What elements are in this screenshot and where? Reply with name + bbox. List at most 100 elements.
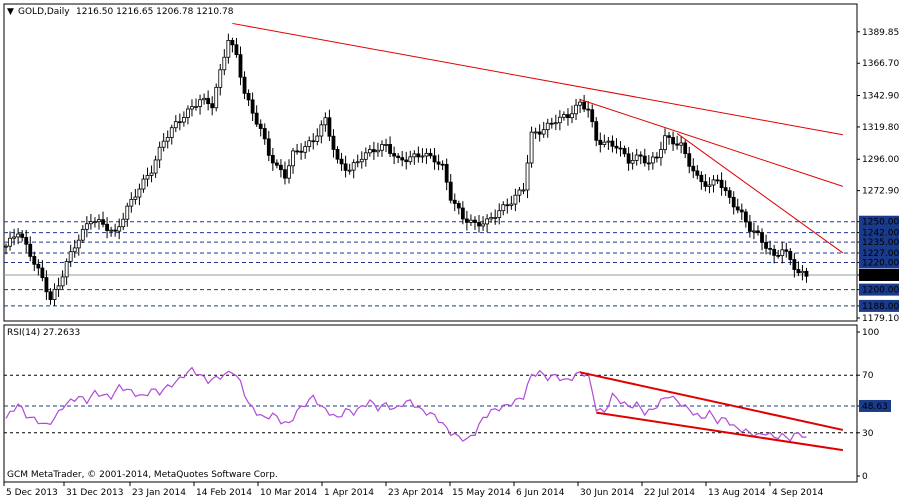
candle-body-bull: [408, 156, 413, 163]
candle-body-bear: [703, 181, 708, 187]
candle-body-bear: [473, 219, 477, 223]
candle-body-bull: [650, 156, 655, 164]
rsi-panel: [3, 324, 858, 483]
candle-body-bear: [242, 76, 247, 94]
candle-body-bear: [258, 123, 263, 129]
candle-body-bear: [671, 137, 675, 145]
price-tick-label: 1179.10: [862, 314, 899, 324]
candle-body-bear: [343, 163, 348, 171]
candle-body-bull: [481, 223, 485, 227]
price-tick-label: 1250.00: [862, 218, 899, 228]
candle-body-bear: [464, 218, 469, 223]
candle-body-bear: [416, 153, 421, 158]
candle-body-bear: [622, 148, 627, 155]
candle-body-bull: [109, 229, 114, 232]
candle-body-bear: [590, 109, 595, 123]
candle-body-bull: [190, 106, 194, 110]
candle-body-bull: [634, 154, 639, 161]
candle-body-bear: [610, 140, 615, 147]
candle-body-bear: [392, 153, 397, 157]
candle-body-bull: [198, 99, 202, 107]
candle-body-bull: [8, 237, 12, 247]
candle-body-bear: [270, 154, 275, 164]
candle-body-bear: [101, 219, 105, 225]
candle-body-bear: [177, 121, 182, 124]
rsi-tick-label: 100: [862, 328, 879, 338]
x-tick-label: 14 Feb 2014: [196, 488, 252, 498]
candle-body-bull: [485, 218, 490, 225]
candle-body-bear: [695, 170, 700, 176]
level-badge: [859, 256, 899, 269]
candle-body-bull: [533, 131, 538, 134]
candle-body-bear: [48, 291, 53, 300]
candle-body-bull: [529, 131, 534, 164]
candle-body-bear: [448, 181, 453, 201]
x-tick-label: 1 Apr 2014: [324, 488, 374, 498]
candle-body-bull: [287, 165, 291, 179]
candle-body-bull: [541, 129, 546, 135]
chart-menu-icon[interactable]: ▼: [7, 7, 14, 17]
trendline[interactable]: [232, 22, 843, 136]
candle-body-bear: [36, 263, 41, 269]
candle-body-bear: [24, 237, 29, 245]
candle-body-bull: [202, 97, 207, 101]
candle-body-bull: [149, 172, 154, 176]
candle-body-bull: [181, 117, 186, 123]
rsi-series-line: [5, 366, 807, 442]
price-tick-label: 1272.90: [862, 187, 899, 197]
price-tick-label: 1389.85: [862, 28, 899, 38]
candle-body-bear: [683, 142, 688, 155]
candle-body-bear: [776, 254, 781, 257]
candle-body-bull: [315, 135, 320, 142]
candle-body-bull: [412, 153, 417, 158]
price-tick-label: 1235.00: [862, 238, 899, 248]
price-tick-label: 1319.80: [862, 123, 899, 133]
candle-body-bear: [238, 54, 243, 78]
candle-body-bear: [792, 259, 797, 270]
candle-body-bear: [266, 138, 271, 156]
trendline[interactable]: [579, 99, 844, 187]
candle-body-bull: [307, 140, 312, 148]
candle-body-bull: [52, 288, 57, 300]
candle-body-bull: [359, 158, 364, 163]
candle-body-bear: [299, 150, 304, 153]
candle-body-bear: [436, 161, 441, 165]
candle-body-bear: [739, 209, 744, 213]
candle-body-bull: [521, 189, 526, 192]
price-tick-label: 1200.00: [862, 286, 899, 296]
candle-body-bear: [582, 101, 587, 110]
trendline[interactable]: [676, 133, 844, 254]
candle-body-bear: [335, 149, 340, 160]
candle-body-bear: [254, 112, 259, 125]
candle-body-bull: [97, 219, 101, 223]
candle-body-bear: [274, 162, 279, 166]
candle-body-bear: [404, 159, 409, 163]
candle-body-bear: [210, 103, 215, 109]
x-tick-label: 10 Mar 2014: [260, 488, 317, 498]
candle-body-bull: [56, 285, 61, 290]
x-tick-label: 15 May 2014: [452, 488, 511, 498]
candle-body-bear: [262, 128, 267, 140]
candle-body-bull: [84, 223, 89, 230]
candle-body-bull: [218, 69, 223, 88]
candle-body-bull: [12, 236, 16, 239]
candle-body-bear: [246, 92, 251, 101]
candle-body-bull: [574, 104, 578, 115]
rsi-channel-line[interactable]: [579, 371, 844, 431]
level-badge: [859, 215, 899, 228]
candle-body-bull: [380, 144, 384, 151]
price-tick-label: 1188.00: [862, 302, 899, 312]
candle-body-bear: [505, 204, 510, 207]
candle-body-bull: [165, 137, 170, 142]
candle-body-bear: [743, 211, 748, 223]
price-tick-label: 1342.90: [862, 92, 899, 102]
chart-ohlc: 1216.50 1216.65 1206.78 1210.78: [76, 7, 234, 17]
candle-body-bear: [477, 222, 481, 227]
candle-body-bull: [367, 149, 372, 154]
candle-body-bull: [214, 86, 219, 109]
candle-body-bull: [752, 230, 756, 233]
candle-body-bull: [89, 221, 93, 225]
rsi-channel-line[interactable]: [596, 411, 844, 452]
candle-body-bear: [772, 248, 777, 256]
